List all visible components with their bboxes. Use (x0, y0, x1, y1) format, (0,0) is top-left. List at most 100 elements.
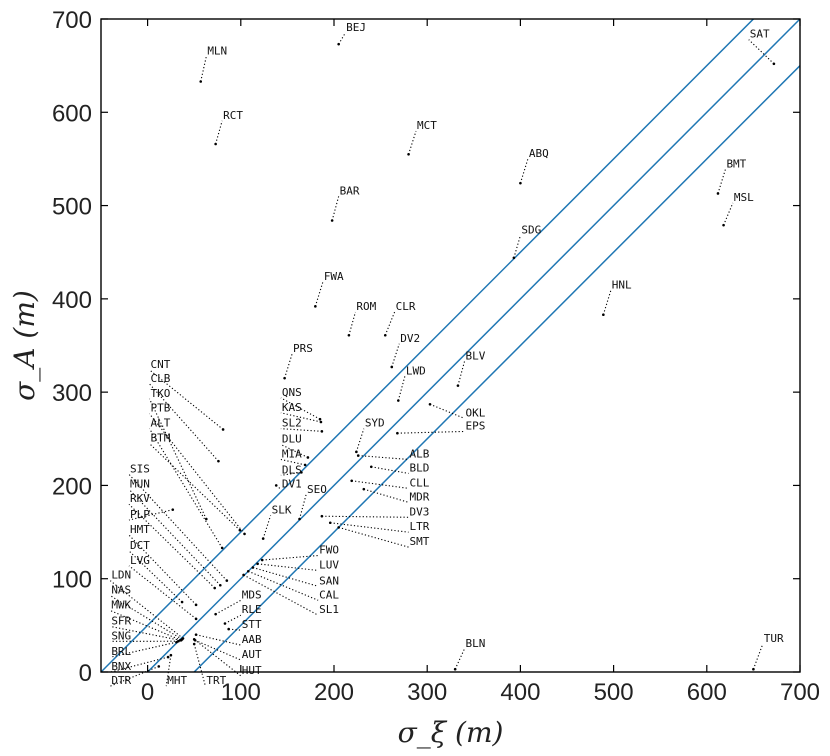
y-tick-label: 500 (52, 194, 92, 221)
point-seo (298, 517, 301, 521)
x-tick-label: 100 (221, 679, 261, 706)
label-kas: KAS (282, 401, 302, 414)
x-tick-label: 700 (780, 679, 820, 706)
point-slk (261, 537, 265, 540)
label-ldn: LDN (111, 569, 131, 582)
label-syd: SYD (365, 417, 385, 430)
label-rkv: RKV (130, 492, 150, 505)
point-dv2 (390, 365, 394, 369)
point-mht (169, 653, 173, 657)
leader-tur (752, 643, 764, 670)
leader-rct (215, 120, 223, 145)
leader-lines (109, 32, 775, 687)
leader-rle (224, 614, 242, 624)
label-dls: DLS (282, 463, 302, 476)
reference-line-3 (193, 65, 800, 672)
leader-mds (215, 599, 242, 615)
leader-cal (248, 570, 319, 601)
y-tick-label: 100 (52, 567, 92, 594)
x-axis-title: σ_ξ (m) (398, 716, 504, 749)
point-fwo (260, 558, 264, 562)
leader-prs (284, 353, 293, 379)
label-hmt: HMT (130, 523, 150, 536)
y-tick-label: 700 (52, 7, 92, 34)
point-lwd (397, 399, 400, 402)
point-btm (238, 528, 242, 532)
leader-alt (148, 428, 223, 549)
point-sis (225, 579, 229, 582)
leader-syd (355, 428, 365, 453)
x-tick-label: 500 (594, 679, 634, 706)
leader-aut (194, 639, 242, 661)
label-alt: ALT (150, 417, 170, 430)
point-rle (223, 622, 227, 625)
leader-bln (454, 648, 465, 670)
point-san (251, 566, 255, 569)
point-kas (319, 420, 323, 424)
leader-eps (397, 430, 465, 434)
point-labels: BEJ MLN RCT MCT ABQ BAR SAT BMT MSL SDG FWA ROM CLR H… (111, 21, 784, 687)
data-points (157, 42, 776, 671)
leader-ltr (330, 522, 409, 533)
leader-sl1 (243, 574, 319, 616)
x-tick-label: 400 (500, 679, 540, 706)
leader-bej (338, 32, 346, 45)
leader-mct (408, 130, 417, 155)
leader-cll (351, 480, 409, 489)
label-dlu: DLU (282, 433, 302, 446)
point-dls (300, 471, 303, 474)
leader-brl (110, 641, 177, 658)
label-nas: NAS (111, 584, 131, 597)
point-rct (214, 142, 217, 146)
point-alb (356, 454, 360, 457)
label-dv3: DV3 (410, 505, 430, 518)
point-cnt (221, 428, 225, 431)
leader-mdr (363, 488, 409, 503)
label-sl2: SL2 (282, 417, 302, 430)
point-mun (218, 583, 222, 587)
label-dv1: DV1 (282, 477, 302, 490)
point-sl1 (242, 573, 245, 577)
label-bnx: BNX (111, 660, 131, 673)
tick-labels: 0 100 200 300 400 500 600 700 0 100 200 300 400 500 60… (52, 7, 820, 706)
leader-rom (348, 311, 356, 336)
leader-okl (429, 403, 465, 419)
point-plp (171, 508, 175, 511)
label-hut: HUT (242, 664, 262, 677)
point-bnx (166, 655, 170, 659)
y-tick-label: 300 (52, 380, 92, 407)
label-dv2: DV2 (400, 332, 420, 345)
label-rct: RCT (223, 109, 243, 122)
point-prs (283, 376, 286, 380)
point-clr (383, 333, 387, 337)
label-clr: CLR (396, 300, 416, 313)
label-mwk: MWK (111, 599, 131, 612)
leader-trt (193, 643, 206, 687)
leader-dls (280, 471, 302, 476)
point-mct (407, 152, 410, 156)
point-dtr (157, 665, 161, 668)
point-eps (396, 431, 399, 435)
point-lvg (194, 617, 198, 621)
label-sfr: SFR (111, 614, 131, 627)
point-mln (199, 80, 203, 83)
point-mdr (362, 487, 366, 491)
y-tick-label: 0 (79, 660, 92, 687)
label-rom: ROM (356, 300, 376, 313)
point-ltr (328, 521, 332, 525)
point-fwa (314, 305, 317, 308)
y-tick-label: 200 (52, 473, 92, 500)
point-abq (519, 181, 522, 185)
leader-btm (149, 443, 241, 531)
y-tick-label: 600 (52, 100, 92, 127)
label-eps: EPS (465, 419, 485, 432)
point-bld (369, 465, 373, 469)
label-mct: MCT (417, 119, 437, 132)
leader-mln (200, 56, 207, 82)
point-hnl (602, 313, 605, 317)
point-dv1 (274, 484, 278, 487)
point-bln (453, 667, 457, 671)
label-brl: BRL (111, 645, 131, 658)
label-btm: BTM (150, 432, 170, 445)
y-axis-title: σ_A (m) (8, 290, 41, 401)
